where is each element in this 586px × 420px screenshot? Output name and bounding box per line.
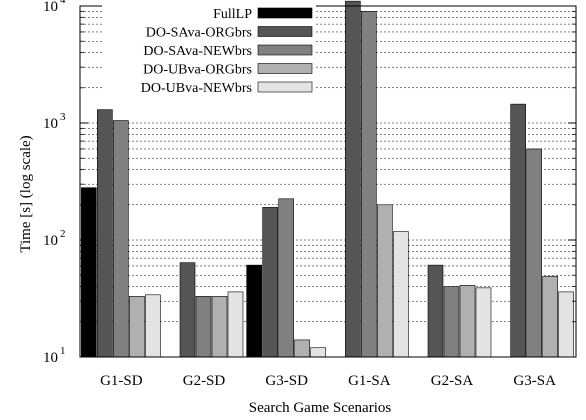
bar: [195, 296, 212, 358]
y-tick-label: 10: [43, 116, 58, 132]
bar: [427, 264, 444, 358]
bar: [377, 204, 393, 358]
x-tick-label: G1-SD: [100, 373, 143, 389]
bar: [262, 207, 278, 358]
bar: [475, 287, 492, 358]
bar: [294, 339, 310, 358]
bar: [558, 291, 574, 358]
x-axis-label: Search Game Scenarios: [249, 400, 392, 416]
bar: [129, 296, 145, 358]
bar: [459, 285, 476, 358]
bar: [443, 286, 460, 358]
x-tick-label: G2-SA: [431, 373, 474, 389]
x-tick-label: G2-SD: [183, 373, 226, 389]
y-tick-label: 10: [43, 233, 58, 249]
grid-lines: [80, 11, 576, 323]
x-tick-label: G3-SD: [265, 373, 308, 389]
bar: [542, 275, 558, 358]
bar: [526, 148, 542, 358]
bar-group: [81, 0, 574, 358]
y-axis-label: Time [s] (log scale): [18, 135, 34, 252]
legend-label: DO-SAva-NEWbrs: [143, 44, 252, 59]
bar: [113, 120, 129, 358]
y-tick-exponent: 4: [60, 0, 66, 6]
y-tick-exponent: 3: [60, 111, 66, 123]
legend-label: DO-UBva-NEWbrs: [141, 81, 252, 96]
bar: [97, 109, 113, 358]
legend-swatch: [257, 63, 313, 74]
bar: [278, 198, 294, 358]
legend-swatch: [257, 26, 313, 37]
axes: [79, 5, 577, 358]
bar: [81, 187, 97, 358]
legend-swatch: [257, 7, 313, 19]
y-tick-exponent: 1: [60, 345, 66, 357]
bar: [310, 347, 326, 358]
bar: [345, 0, 361, 358]
y-tick-label: 10: [43, 350, 58, 366]
y-tick-exponent: 2: [60, 228, 66, 240]
bar: [227, 291, 244, 358]
legend-swatch: [257, 81, 313, 93]
legend-label: DO-SAva-ORGbrs: [146, 26, 252, 41]
bar: [211, 296, 228, 358]
legend-label: DO-UBva-ORGbrs: [143, 63, 252, 78]
x-tick-label: G1-SA: [348, 373, 391, 389]
x-tick-label: G3-SA: [513, 373, 556, 389]
bar: [145, 294, 161, 358]
legend-swatch: [257, 44, 313, 56]
legend-label: FullLP: [213, 7, 252, 22]
x-axis-ticks: G1-SD G2-SD G3-SD G1-SA G2-SA G3-SA: [100, 373, 556, 389]
plot-frame: [79, 5, 577, 358]
legend: FullLP DO-SAva-ORGbrs DO-SAva-NEWbrs DO-UBv…: [102, 3, 316, 100]
bar: [246, 264, 262, 358]
bar: [393, 231, 409, 358]
y-tick-label: 10: [43, 0, 58, 15]
bar: [361, 11, 377, 358]
bar: [179, 262, 196, 358]
bar: [510, 103, 526, 358]
